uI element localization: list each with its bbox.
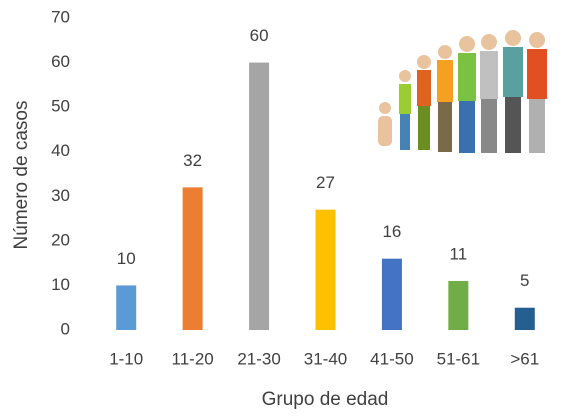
y-axis-title: Número de casos: [11, 101, 32, 250]
data-label: 32: [183, 151, 202, 170]
x-tick-label: 1-10: [109, 349, 143, 368]
data-label: 10: [117, 249, 136, 268]
x-tick-label: 51-61: [437, 349, 480, 368]
bar: [448, 280, 469, 330]
data-label: 27: [316, 173, 335, 192]
bar: [381, 258, 402, 330]
y-tick-label: 40: [51, 141, 70, 160]
x-tick-label: 31-40: [304, 349, 347, 368]
x-axis-title: Grupo de edad: [262, 389, 389, 410]
y-tick-label: 50: [51, 97, 70, 116]
y-tick-label: 10: [51, 275, 70, 294]
data-label: 60: [250, 26, 269, 45]
bar: [249, 62, 270, 330]
x-tick-label: >61: [510, 349, 539, 368]
bar: [315, 209, 336, 330]
y-tick-label: 70: [51, 7, 70, 26]
y-tick-label: 60: [51, 52, 70, 71]
bar: [116, 285, 137, 330]
y-tick-label: 20: [51, 230, 70, 249]
data-label: 11: [450, 244, 468, 263]
data-label: 5: [520, 271, 529, 290]
y-tick-label: 30: [51, 186, 70, 205]
x-tick-label: 41-50: [370, 349, 413, 368]
people-illustration: [378, 30, 547, 153]
data-label: 16: [382, 222, 401, 241]
bar: [514, 307, 535, 330]
bar: [182, 187, 203, 330]
y-tick-label: 0: [61, 319, 70, 338]
x-tick-label: 11-20: [172, 349, 214, 368]
x-tick-label: 21-30: [237, 349, 280, 368]
